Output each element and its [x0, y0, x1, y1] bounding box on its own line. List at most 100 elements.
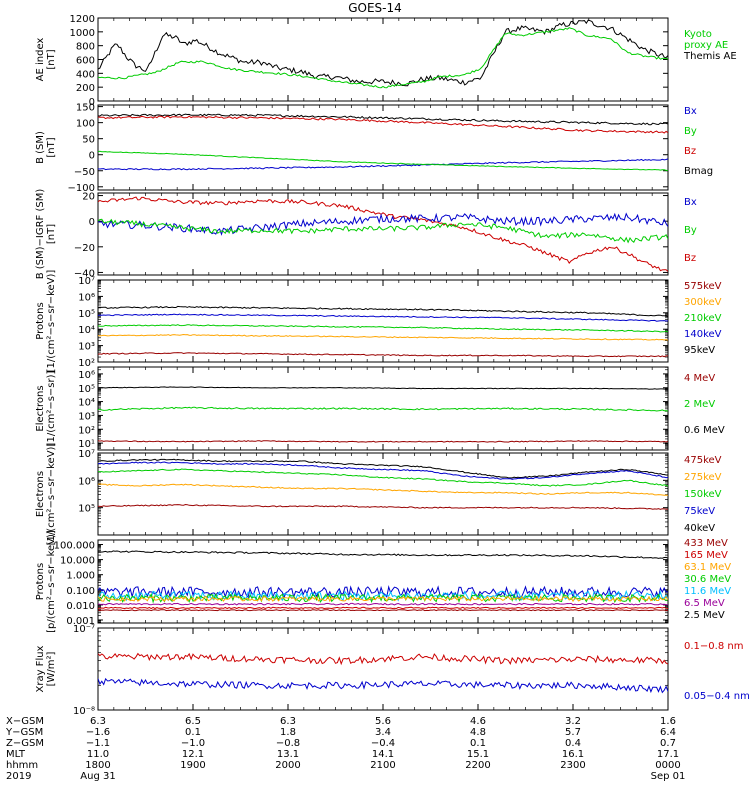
series-line-0	[98, 19, 668, 87]
ephemeris-row-label: hhmm	[6, 760, 38, 771]
y-tick-label: 0	[89, 97, 95, 108]
y-axis-label: [1/(cm²−s−sr−keV)]	[46, 443, 57, 546]
series-line-2	[98, 440, 668, 443]
plot-frame	[97, 17, 669, 102]
ephemeris-value: Sep 01	[651, 771, 686, 782]
y-axis-label: B (SM)	[35, 131, 46, 164]
y-tick-label: 10⁵	[78, 504, 95, 515]
ephemeris-row-label: Y−GSM	[5, 727, 43, 738]
y-axis-label: [nT]	[46, 49, 57, 69]
legend-entry: Bx	[684, 106, 697, 117]
y-tick-label: 1.000	[66, 571, 95, 582]
series-group	[98, 196, 668, 272]
ephemeris-row-label: MLT	[6, 749, 26, 760]
y-tick-label: −100	[68, 183, 95, 194]
ephemeris-value: 6.5	[185, 716, 201, 727]
series-group	[98, 458, 668, 510]
figure-title: GOES-14	[348, 1, 402, 15]
ephemeris-value: 0.1	[185, 727, 201, 738]
y-axis-label: [W/m²]	[46, 651, 57, 686]
y-tick-label: 10⁶	[78, 370, 95, 381]
legend-entry: By	[684, 225, 697, 236]
legend-entry: By	[684, 126, 697, 137]
y-tick-label: 10¹	[78, 439, 95, 450]
ephemeris-value: 2300	[560, 760, 585, 771]
legend-entry: Themis AE	[683, 51, 737, 62]
series-line-0	[98, 458, 668, 479]
ephemeris-value: 6.3	[280, 716, 296, 727]
series-line-2	[98, 324, 668, 333]
y-tick-label: 800	[76, 42, 95, 53]
legend-entry: 63.1 MeV	[684, 562, 731, 573]
y-tick-label: 10³	[78, 342, 95, 353]
legend-entry: 475keV	[684, 455, 722, 466]
ephemeris-value: 4.8	[470, 727, 486, 738]
ephemeris-value: −0.4	[371, 738, 395, 749]
y-tick-label: 0.100	[66, 586, 95, 597]
series-line-1	[98, 27, 668, 89]
ephemeris-value: −1.0	[181, 738, 205, 749]
y-tick-label: 0.010	[66, 601, 95, 612]
ephemeris-value: 6.4	[660, 727, 676, 738]
y-tick-label: 10⁶	[78, 292, 95, 303]
series-line-4	[98, 595, 668, 603]
legend-entry: 0.05−0.4 nm	[684, 691, 750, 702]
series-line-0	[98, 386, 668, 390]
panel-electrons_high: 10¹ 10² 10³ 10⁴ 10⁵ 10⁶ Electrons [1/(cm²−s−sr)…	[35, 366, 725, 451]
panel-bigrf: −40 −20 0 20 B (SM)−IGRF (SM) [nT] Bx By Bz	[35, 189, 697, 280]
ephemeris-row-label: X−GSM	[6, 716, 44, 727]
legend-entry: 140keV	[684, 329, 722, 340]
ephemeris-value: 0.1	[470, 738, 486, 749]
y-axis-label: Protons	[35, 563, 46, 600]
panel-bsm: −100 −50 0 50 100 150 B (SM) [nT] Bx By Bz Bmag	[35, 103, 713, 194]
ephemeris-value: 0.4	[565, 738, 581, 749]
series-line-0	[98, 305, 668, 318]
y-tick-label: 10²	[78, 358, 95, 369]
panel-protons_low: 10² 10³ 10⁴ 10⁵ 10⁶ 10⁷ Protons [1/(cm²−s−sr−ke…	[35, 270, 722, 373]
y-tick-label: 10²	[78, 425, 95, 436]
y-tick-label: 1200	[70, 14, 95, 25]
y-tick-label: 0.001	[66, 616, 95, 627]
series-group	[98, 652, 668, 694]
legend-entry: 210keV	[684, 313, 722, 324]
ephemeris-value: 13.1	[277, 749, 299, 760]
ephemeris-value: 3.2	[565, 716, 581, 727]
legend-entry: Kyoto	[684, 29, 712, 40]
series-line-2	[98, 218, 668, 244]
y-tick-label: 10⁻⁷	[73, 624, 95, 635]
y-tick-label: 150	[76, 103, 95, 114]
ephemeris-value: 1900	[180, 760, 205, 771]
y-tick-label: 10⁵	[78, 309, 95, 320]
y-tick-label: 10⁶	[78, 476, 95, 487]
legend-entry: 4 MeV	[684, 373, 715, 384]
ephemeris-value: 2000	[275, 760, 300, 771]
ephemeris-value: 4.6	[470, 716, 486, 727]
panel-electrons_low: 10⁵ 10⁶ 10⁷ Electrons [1/(cm²−s−sr−keV)] 475k…	[35, 443, 722, 546]
series-line-0	[98, 550, 668, 559]
y-tick-label: 10⁵	[78, 384, 95, 395]
legend-entry: Bx	[684, 197, 697, 208]
series-line-0	[98, 196, 668, 272]
y-axis-label: [1/(cm²−s−sr)]	[46, 370, 57, 446]
series-line-0	[98, 652, 668, 666]
y-axis-label: [nT]	[46, 137, 57, 157]
y-tick-label: −20	[74, 243, 95, 254]
ephemeris-value: −1.6	[86, 727, 110, 738]
ephemeris-value: 6.3	[90, 716, 106, 727]
series-line-1	[98, 212, 668, 236]
series-line-6	[98, 606, 668, 610]
ephemeris-row-label: 2019	[6, 771, 31, 782]
ephemeris-value: 2200	[465, 760, 490, 771]
y-tick-label: 10⁷	[78, 276, 95, 287]
plot-frame	[97, 192, 669, 276]
legend-entry: 75keV	[684, 506, 715, 517]
legend-entry: 2 MeV	[684, 399, 715, 410]
series-group	[98, 113, 668, 171]
series-line-1	[98, 115, 668, 134]
legend-entry: 275keV	[684, 472, 722, 483]
y-axis-label: [p/(cm²−s−sr−keV)]	[46, 530, 57, 633]
legend-entry: Bmag	[684, 166, 713, 177]
y-tick-label: 0	[89, 217, 95, 228]
series-line-7	[98, 609, 668, 612]
ephemeris-row-label: Z−GSM	[6, 738, 44, 749]
